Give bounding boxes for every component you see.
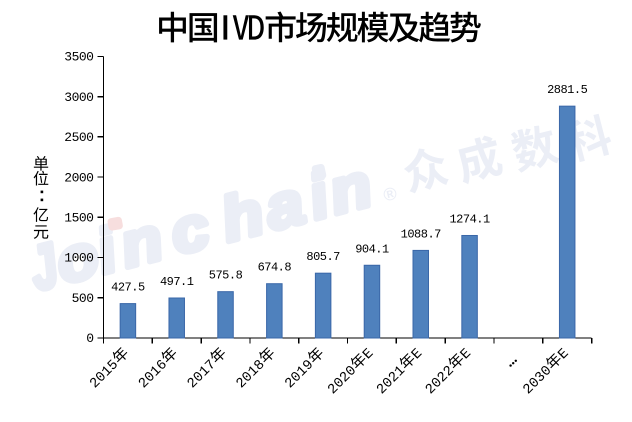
svg-text:904.1: 904.1 — [355, 242, 389, 256]
svg-text:575.8: 575.8 — [209, 269, 243, 283]
svg-text:427.5: 427.5 — [111, 281, 145, 295]
svg-text:3500: 3500 — [64, 50, 93, 65]
svg-text:1274.1: 1274.1 — [449, 212, 490, 226]
svg-text:0: 0 — [86, 331, 93, 346]
svg-text:1500: 1500 — [64, 211, 93, 226]
svg-text:2000: 2000 — [64, 170, 93, 185]
svg-text:500: 500 — [72, 291, 94, 306]
svg-text:497.1: 497.1 — [160, 275, 194, 289]
svg-text:2500: 2500 — [64, 130, 93, 145]
svg-text:674.8: 674.8 — [258, 261, 292, 275]
svg-text:3000: 3000 — [64, 90, 93, 105]
svg-text:2881.5: 2881.5 — [547, 83, 588, 97]
svg-text:805.7: 805.7 — [306, 250, 340, 264]
svg-text:1088.7: 1088.7 — [401, 227, 442, 241]
svg-text:1000: 1000 — [64, 251, 93, 266]
